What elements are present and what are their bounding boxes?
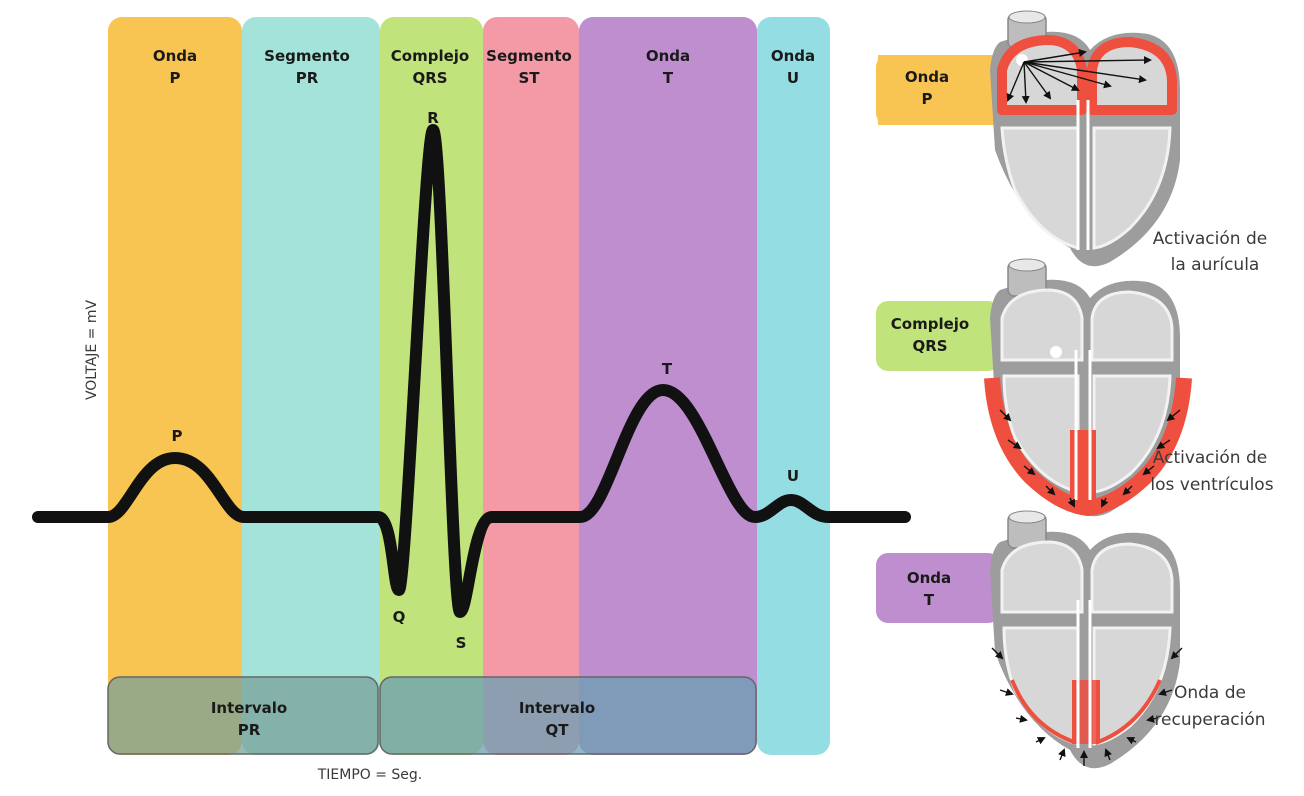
label-q: Q <box>393 608 406 626</box>
band-header-u-line2: U <box>787 69 799 87</box>
tab-qrs-line2: QRS <box>912 337 947 355</box>
heart-2-left-ventricle <box>1092 374 1172 494</box>
heart-3-recovery-arrows <box>991 647 1183 766</box>
wave-labels: P Q R S T U <box>172 109 800 652</box>
heart-3-septum-recovery <box>1072 680 1096 744</box>
band-p-wave <box>108 17 242 755</box>
heart-atrial-activation: Onda P <box>876 10 1180 267</box>
heart-2-conduction-path <box>1074 350 1092 500</box>
tab-t-wave-line1: Onda <box>907 569 951 587</box>
heart-2-aorta-top <box>1008 258 1046 272</box>
tab-p-wave-line1: Onda <box>905 68 949 86</box>
label-t: T <box>662 360 673 378</box>
interval-pr-box <box>107 676 379 755</box>
heart-3-conduction-path <box>1076 600 1092 748</box>
heart-2-activation-arrows <box>999 409 1181 508</box>
interval-pr-line2: PR <box>238 721 261 739</box>
tab-qrs-box <box>876 301 1000 371</box>
tab-p-wave-box <box>876 55 1000 125</box>
tab-qrs-line1: Complejo <box>891 315 969 333</box>
label-p: P <box>172 427 183 445</box>
heart-1-right-ventricle <box>1000 126 1080 250</box>
caption-heart-1-line2: la aurícula <box>1171 255 1260 275</box>
caption-heart-2-line2: los ventrículos <box>1150 475 1273 495</box>
band-header-pr-line2: PR <box>296 69 319 87</box>
heart-1-left-atrium <box>1087 37 1177 115</box>
label-u: U <box>787 467 799 485</box>
heart-2-right-atrium <box>1000 288 1084 362</box>
x-axis-label: TIEMPO = Seg. <box>317 767 423 783</box>
caption-heart-1-line1: Activación de <box>1153 229 1267 249</box>
band-st-segment <box>483 17 579 755</box>
interval-qt-line2: QT <box>546 721 570 739</box>
ecg-trace <box>32 124 911 618</box>
band-header-p-line1: Onda <box>153 47 197 65</box>
label-r: R <box>427 109 439 127</box>
tab-t-wave-line2: T <box>924 591 935 609</box>
interval-qt-box <box>379 676 757 755</box>
interval-qt-line1: Intervalo <box>519 699 595 717</box>
caption-heart-3-line1: Onda de <box>1174 683 1246 703</box>
band-header-qrs-line2: QRS <box>412 69 447 87</box>
intervals: Intervalo PR Intervalo QT <box>107 676 757 755</box>
heart-3-right-atrium <box>1000 540 1084 614</box>
tab-t-wave-box <box>876 553 1000 623</box>
band-header-st-line1: Segmento <box>486 47 572 65</box>
heart-3-aorta-top <box>1008 510 1046 524</box>
band-u-wave <box>757 17 830 755</box>
ecg-bands <box>108 17 830 755</box>
caption-heart-2-line1: Activación de <box>1153 448 1267 468</box>
caption-heart-3-line2: recuperación <box>1154 710 1265 730</box>
band-header-qrs-line1: Complejo <box>391 47 469 65</box>
band-pr-segment <box>242 17 380 755</box>
heart-2-ventricle-wall <box>984 377 1192 517</box>
band-header-t-line2: T <box>663 69 674 87</box>
heart-1-aorta-top <box>1008 10 1046 24</box>
band-header-u-line1: Onda <box>771 47 815 65</box>
band-header-t-line1: Onda <box>646 47 690 65</box>
y-axis-label: VOLTAJE = mV <box>84 300 100 401</box>
heart-ventricular-activation: Complejo QRS <box>876 258 1192 517</box>
tab-p-wave-line2: P <box>922 90 933 108</box>
heart-1-septum-path <box>1076 100 1090 250</box>
heart-1-left-ventricle <box>1092 126 1172 250</box>
band-header-pr-line1: Segmento <box>264 47 350 65</box>
label-s: S <box>456 634 467 652</box>
heart-1-activation-arrows <box>1006 49 1152 104</box>
heart-2-septum-active <box>1070 430 1096 500</box>
band-header-p-line2: P <box>170 69 181 87</box>
heart-2-av-node <box>1050 346 1062 358</box>
band-headers: Onda P Segmento PR Complejo QRS Segmento… <box>153 47 815 87</box>
heart-3-left-atrium <box>1090 542 1174 614</box>
band-header-st-line2: ST <box>518 69 540 87</box>
heart-recovery-wave: Onda T <box>876 510 1183 769</box>
interval-pr-line1: Intervalo <box>211 699 287 717</box>
heart-2-left-atrium <box>1090 290 1174 362</box>
